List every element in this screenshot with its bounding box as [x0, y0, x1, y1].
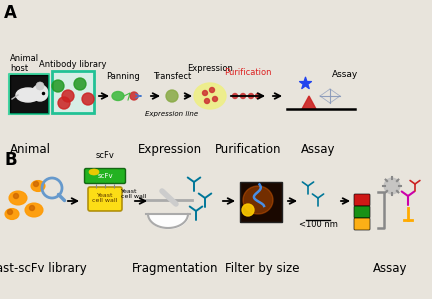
Circle shape [248, 94, 254, 98]
FancyBboxPatch shape [354, 194, 370, 206]
Circle shape [130, 92, 138, 100]
Ellipse shape [112, 91, 124, 100]
Text: Expression line: Expression line [146, 111, 199, 117]
FancyBboxPatch shape [10, 75, 48, 113]
Ellipse shape [31, 181, 45, 191]
Circle shape [232, 94, 238, 98]
Circle shape [74, 78, 86, 90]
Text: <100 nm: <100 nm [299, 220, 337, 229]
Circle shape [82, 93, 94, 105]
Ellipse shape [194, 83, 226, 109]
Circle shape [203, 91, 207, 95]
Point [302, 81, 308, 86]
Text: Assay: Assay [373, 262, 407, 275]
Ellipse shape [89, 169, 99, 175]
Text: Transfect: Transfect [153, 72, 191, 81]
Circle shape [242, 204, 254, 216]
Circle shape [213, 97, 217, 101]
Text: B: B [4, 151, 16, 169]
Text: Yeast-scFv library: Yeast-scFv library [0, 262, 87, 275]
Circle shape [62, 90, 74, 102]
Circle shape [7, 210, 13, 214]
Ellipse shape [16, 88, 40, 102]
Text: Antibody library: Antibody library [39, 60, 107, 69]
Text: scFv: scFv [95, 151, 114, 160]
Text: Purification: Purification [215, 143, 281, 156]
FancyBboxPatch shape [240, 182, 282, 222]
Text: Animal
host: Animal host [10, 54, 39, 73]
FancyBboxPatch shape [88, 187, 122, 211]
Circle shape [166, 90, 178, 102]
Circle shape [52, 80, 64, 92]
Text: Yeast
cell wall: Yeast cell wall [121, 189, 146, 199]
Circle shape [32, 85, 48, 101]
Circle shape [29, 205, 35, 210]
Circle shape [204, 98, 210, 103]
Circle shape [241, 94, 245, 98]
Circle shape [36, 82, 44, 90]
Circle shape [34, 181, 38, 187]
Ellipse shape [243, 186, 273, 214]
Text: Purification: Purification [224, 68, 272, 77]
Ellipse shape [9, 191, 27, 205]
Text: Panning: Panning [106, 72, 140, 81]
Ellipse shape [5, 208, 19, 219]
Circle shape [58, 97, 70, 109]
FancyBboxPatch shape [85, 169, 126, 184]
FancyBboxPatch shape [354, 206, 370, 218]
Text: Animal: Animal [10, 143, 51, 156]
FancyBboxPatch shape [354, 218, 370, 230]
Text: A: A [4, 4, 17, 22]
Ellipse shape [25, 203, 43, 217]
Text: Yeast
cell wall: Yeast cell wall [92, 193, 118, 203]
Text: Filter by size: Filter by size [225, 262, 299, 275]
Text: Assay: Assay [301, 143, 335, 156]
Text: Assay: Assay [332, 70, 358, 79]
Circle shape [384, 178, 400, 194]
Circle shape [210, 88, 215, 92]
Polygon shape [302, 96, 316, 109]
Text: Expression: Expression [187, 64, 233, 73]
Text: Fragmentation: Fragmentation [132, 262, 218, 275]
Circle shape [13, 193, 19, 199]
Text: Expression: Expression [138, 143, 202, 156]
Circle shape [255, 94, 260, 98]
FancyBboxPatch shape [52, 71, 94, 113]
Text: scFv: scFv [97, 173, 113, 179]
